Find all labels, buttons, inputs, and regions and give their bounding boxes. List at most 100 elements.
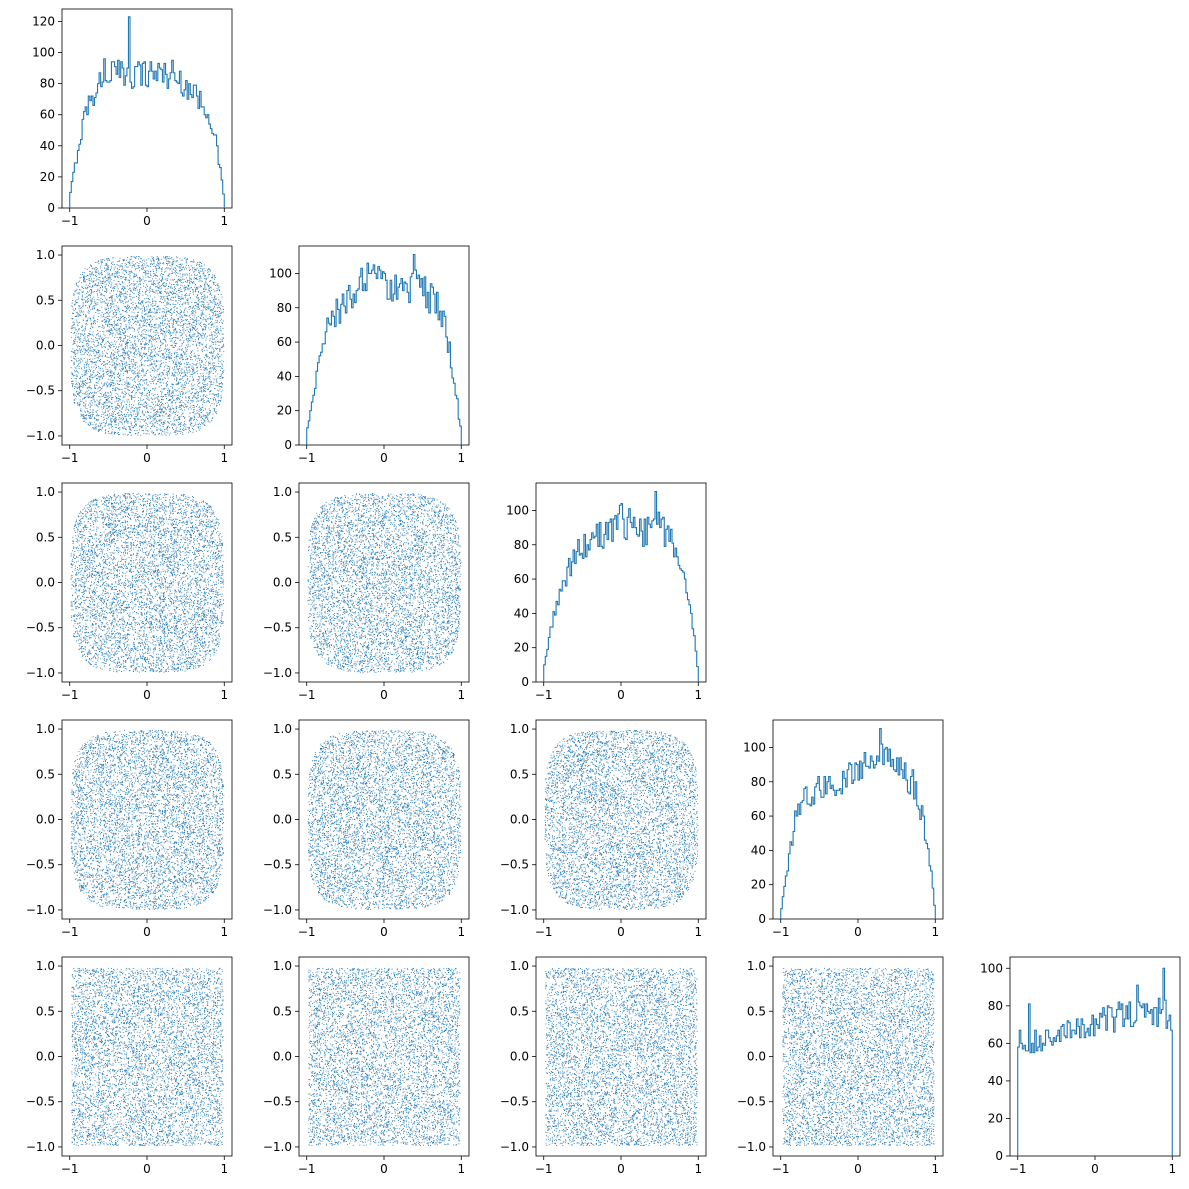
scatter-point: [189, 332, 190, 333]
scatter-point: [72, 386, 73, 387]
scatter-point: [146, 273, 147, 274]
y-tick-label: 80: [277, 301, 292, 315]
scatter-point: [192, 336, 193, 337]
scatter-point: [207, 302, 208, 303]
scatter-point: [103, 316, 104, 317]
scatter-point: [109, 384, 110, 385]
scatter-point: [153, 327, 154, 328]
scatter-point: [192, 402, 193, 403]
scatter-point: [144, 389, 145, 390]
scatter-point: [137, 338, 138, 339]
scatter-point: [175, 300, 176, 301]
scatter-point: [178, 276, 179, 277]
scatter-point: [131, 361, 132, 362]
scatter-point: [122, 428, 123, 429]
scatter-point: [79, 368, 80, 369]
scatter-point: [203, 330, 204, 331]
scatter-point: [216, 349, 217, 350]
scatter-point: [155, 414, 156, 415]
scatter-point: [183, 298, 184, 299]
y-tick-label: 100: [980, 961, 1003, 975]
scatter-point: [184, 410, 185, 411]
scatter-point: [98, 376, 99, 377]
scatter-point: [119, 328, 120, 329]
scatter-point: [179, 332, 180, 333]
scatter-point: [202, 383, 203, 384]
scatter-point: [203, 422, 204, 423]
scatter-point: [143, 380, 144, 381]
scatter-point: [204, 278, 205, 279]
scatter-point: [185, 347, 186, 348]
scatter-point: [149, 434, 150, 435]
scatter-point: [95, 425, 96, 426]
scatter-point: [194, 411, 195, 412]
scatter-point: [84, 370, 85, 371]
scatter-point: [145, 347, 146, 348]
scatter-point: [90, 319, 91, 320]
scatter-point: [197, 385, 198, 386]
scatter-point: [74, 375, 75, 376]
scatter-point: [138, 403, 139, 404]
scatter-point: [149, 394, 150, 395]
scatter-point: [76, 312, 77, 313]
scatter-point: [107, 312, 108, 313]
scatter-point: [100, 376, 101, 377]
scatter-point: [85, 371, 86, 372]
scatter-point: [95, 375, 96, 376]
scatter-point: [114, 264, 115, 265]
scatter-point: [122, 401, 123, 402]
y-tick-label: 80: [988, 999, 1003, 1013]
scatter-point: [119, 333, 120, 334]
scatter-point: [175, 432, 176, 433]
scatter-point: [101, 383, 102, 384]
y-tick-label: 0: [995, 1149, 1003, 1163]
scatter-point: [124, 422, 125, 423]
scatter-point: [166, 398, 167, 399]
scatter-point: [199, 345, 200, 346]
scatter-point: [120, 389, 121, 390]
y-tick-label: 60: [277, 335, 292, 349]
scatter-point: [138, 377, 139, 378]
scatter-point: [107, 402, 108, 403]
scatter-point: [190, 308, 191, 309]
scatter-point: [213, 309, 214, 310]
scatter-point: [161, 411, 162, 412]
y-tick-label: 80: [514, 538, 529, 552]
scatter-point: [107, 374, 108, 375]
scatter-point: [129, 296, 130, 297]
scatter-point: [204, 415, 205, 416]
x-tick-label: −1: [1009, 1162, 1027, 1176]
scatter-point: [145, 302, 146, 303]
scatter-point: [114, 362, 115, 363]
scatter-point: [111, 427, 112, 428]
scatter-point: [102, 299, 103, 300]
scatter-point: [180, 322, 181, 323]
y-tick-label: 20: [514, 641, 529, 655]
scatter-point: [72, 348, 73, 349]
scatter-point: [101, 403, 102, 404]
scatter-point: [160, 347, 161, 348]
scatter-point: [155, 301, 156, 302]
scatter-point: [153, 367, 154, 368]
scatter-point: [113, 306, 114, 307]
scatter-point: [141, 365, 142, 366]
scatter-point: [163, 407, 164, 408]
y-tick-label: 40: [40, 139, 55, 153]
scatter-point: [117, 330, 118, 331]
scatter-point: [122, 267, 123, 268]
scatter-point: [102, 274, 103, 275]
scatter-point: [113, 316, 114, 317]
scatter-point: [73, 340, 74, 341]
scatter-point: [98, 343, 99, 344]
scatter-point: [154, 324, 155, 325]
scatter-point: [140, 421, 141, 422]
scatter-point: [116, 419, 117, 420]
scatter-point: [187, 319, 188, 320]
scatter-point: [126, 419, 127, 420]
scatter-point: [160, 275, 161, 276]
scatter-point: [146, 398, 147, 399]
scatter-point: [127, 365, 128, 366]
scatter-point: [72, 300, 73, 301]
scatter-point: [189, 340, 190, 341]
scatter-point: [166, 304, 167, 305]
